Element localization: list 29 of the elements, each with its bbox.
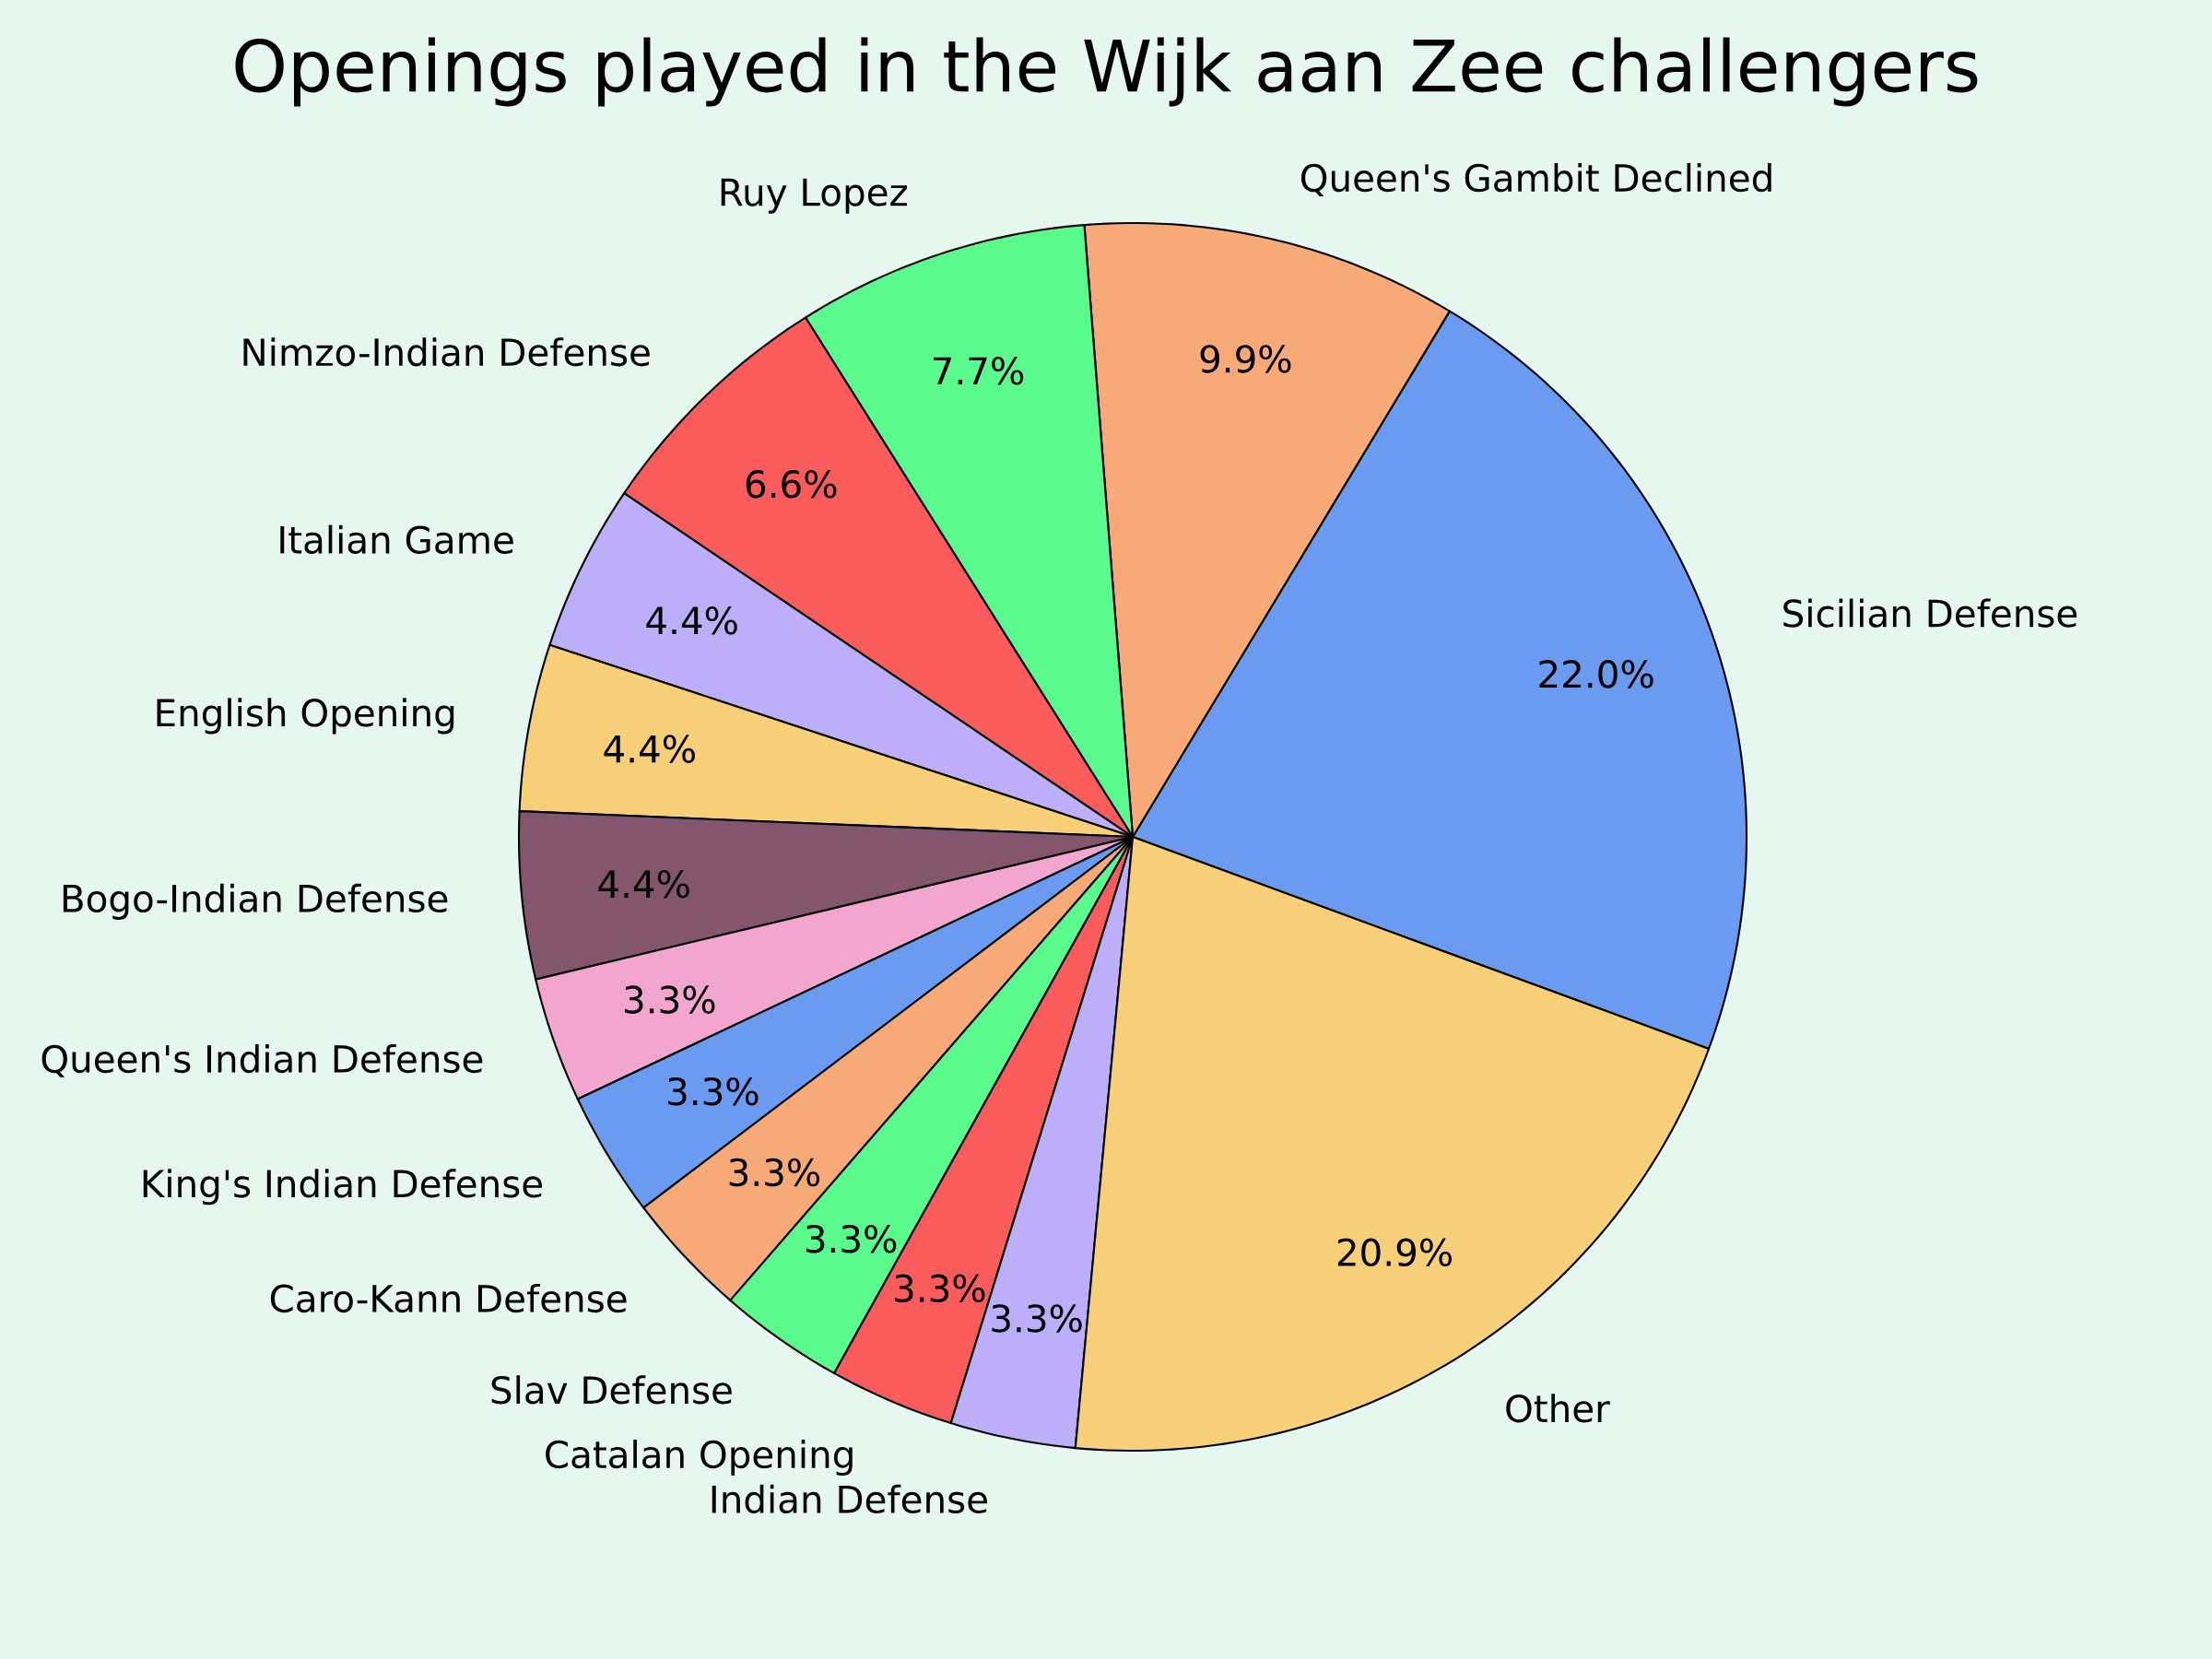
- data-label: 4.4%: [604, 735, 695, 763]
- chart-title: Openings played in the Wijk aan Zee challengers: [235, 37, 1978, 107]
- slice-label: English Opening: [157, 698, 454, 735]
- data-label: 20.9%: [1337, 1238, 1453, 1267]
- slice-label: Queen's Indian Defense: [41, 1043, 483, 1077]
- slice-label: Other: [1506, 1394, 1610, 1423]
- slice-label: Sicilian Defense: [1783, 598, 2077, 628]
- slice-label: Bogo-Indian Defense: [63, 883, 448, 920]
- slice-label: Ruy Lopez: [721, 178, 907, 214]
- slice-label: Queen's Gambit Declined: [1300, 163, 1771, 196]
- slice-label: Nimzo-Indian Defense: [243, 337, 650, 367]
- slice-label: King's Indian Defense: [143, 1169, 543, 1206]
- data-label: 3.3%: [729, 1158, 820, 1187]
- data-label: 22.0%: [1539, 660, 1653, 688]
- data-label: 3.3%: [806, 1224, 897, 1253]
- data-label: 4.4%: [646, 606, 737, 635]
- slice-label: Slav Defense: [491, 1375, 732, 1405]
- slice-label: Catalan Opening: [546, 1439, 853, 1477]
- data-label: 3.3%: [895, 1274, 985, 1303]
- slice-label: Italian Game: [280, 524, 513, 554]
- data-label: 9.9%: [1200, 345, 1291, 373]
- data-label: 3.3%: [992, 1304, 1082, 1333]
- data-label: 4.4%: [598, 869, 689, 899]
- slice-label: Caro-Kann Defense: [270, 1283, 627, 1313]
- data-label: 6.6%: [746, 470, 837, 499]
- data-label: 3.3%: [625, 985, 715, 1014]
- data-label: 3.3%: [668, 1077, 759, 1106]
- data-label: 7.7%: [934, 357, 1024, 385]
- slice-label: Indian Defense: [712, 1484, 987, 1514]
